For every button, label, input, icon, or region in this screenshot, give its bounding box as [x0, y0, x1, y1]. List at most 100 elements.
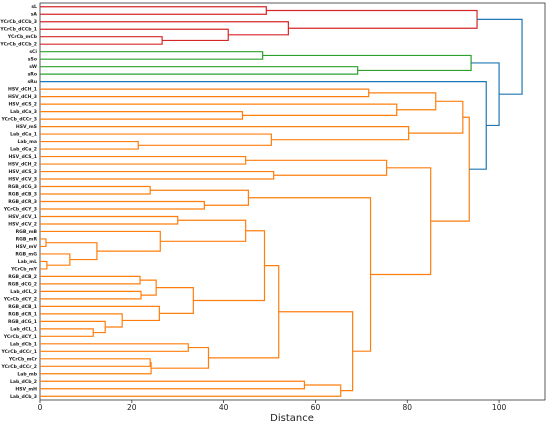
link	[40, 313, 123, 328]
link	[40, 88, 370, 98]
link	[40, 36, 163, 45]
link	[40, 200, 205, 210]
leaf-label: HSV_mH	[15, 386, 37, 392]
leaf-label: YCrCb_dCCr_1	[0, 349, 37, 355]
link	[40, 133, 272, 146]
x-tick-label: 60	[311, 403, 321, 412]
leaf-label: RGB_dCG_3	[8, 184, 37, 190]
leaf-label: HSV_mV	[16, 244, 38, 250]
leaf-label: RGB_dCR_3	[8, 199, 37, 205]
leaf-label: YCrCb_mCr	[8, 356, 38, 362]
leaf-label: YCrCb_dCY_2	[3, 296, 37, 302]
link	[40, 215, 179, 225]
leaf-label: HSV_dCS_3	[8, 169, 37, 175]
link	[156, 287, 194, 314]
link	[40, 81, 487, 170]
x-tick-label: 40	[219, 403, 229, 412]
leaf-label: RGB_dCB_1	[8, 304, 37, 310]
link	[368, 92, 437, 111]
link	[40, 140, 139, 150]
link	[193, 230, 266, 302]
link	[40, 253, 71, 266]
link	[40, 66, 359, 75]
leaf-label: RGB_dCB_2	[8, 274, 37, 280]
leaf-label: sRu	[27, 79, 37, 85]
link	[266, 9, 478, 29]
link	[40, 343, 189, 352]
leaf-label: Lab_dCa_3	[10, 109, 37, 115]
link	[245, 159, 388, 176]
leaf-label: YCrCb_mY	[10, 266, 38, 272]
leaf-label: YCrCb_dCCb_2	[0, 42, 37, 48]
link	[40, 6, 267, 15]
link	[40, 361, 152, 375]
link	[40, 155, 247, 165]
leaf-label: Lab_dCL_2	[10, 289, 37, 295]
link	[40, 21, 289, 36]
leaf-label: HSV_dCV_2	[8, 221, 37, 227]
link	[40, 290, 142, 300]
leaf-label: Lab_dCL_1	[10, 326, 37, 332]
leaf-label: Lab_mb	[17, 371, 37, 377]
link	[151, 346, 210, 369]
link	[370, 167, 432, 276]
leaf-label: HSV_dCH_1	[8, 87, 37, 93]
link	[471, 62, 500, 127]
link	[40, 111, 244, 120]
link	[40, 275, 141, 285]
link	[40, 320, 106, 334]
leaf-label: sA	[31, 12, 38, 18]
leaf-label: HSV_dCH_2	[8, 162, 37, 168]
leaf-label: RGB_dCB_3	[8, 192, 37, 198]
leaf-label: sW	[29, 64, 37, 70]
leaf-label: sCi	[29, 49, 37, 55]
link	[262, 54, 472, 72]
link	[278, 311, 354, 392]
leaf-label: Lab_mL	[18, 259, 37, 265]
link	[140, 279, 157, 296]
leaf-label: RGB_dCR_1	[8, 311, 37, 317]
link	[40, 260, 48, 270]
leaf-label: sSo	[28, 57, 37, 63]
x-axis-label: Distance	[270, 413, 314, 424]
link	[40, 384, 342, 397]
leaf-label: Lab_dCb_2	[10, 379, 37, 385]
leaf-label: HSV_dCV_1	[8, 214, 37, 220]
leaf-label: Lab_dCb_1	[10, 341, 37, 347]
leaf-label: YCrCb_dCCb_3	[0, 19, 37, 25]
link	[40, 103, 398, 116]
x-tick-label: 0	[38, 403, 43, 412]
leaf-label: HSV_dCS_1	[8, 154, 37, 160]
leaf-label: YCrCb_dCY_3	[3, 206, 37, 212]
link	[150, 189, 250, 206]
leaf-label: YCrCb_mCb	[7, 34, 38, 40]
link	[40, 170, 275, 180]
link	[40, 380, 306, 390]
link	[45, 242, 98, 261]
leaf-label: YCrCb_dCCb_1	[0, 27, 37, 33]
link	[40, 125, 410, 141]
leaf-label: RGB_mR	[16, 236, 38, 242]
link	[248, 197, 372, 352]
leaf-label: YCrCb_dCCr_3	[0, 117, 37, 123]
link	[208, 265, 280, 359]
leaf-label: RGB_mB	[16, 229, 38, 235]
leaf-label: sRo	[28, 72, 37, 78]
leaf-label: HSV_mS	[16, 124, 37, 130]
link	[40, 230, 161, 252]
link	[40, 238, 47, 248]
leaf-label: Lab_dCb_3	[10, 394, 37, 400]
leaf-label: RGB_mG	[15, 251, 37, 257]
leaf-label: Lab_dCa_1	[10, 132, 37, 138]
x-tick-label: 80	[402, 403, 412, 412]
leaf-label: YCrCb_dCY_1	[3, 334, 37, 340]
leaf-label: YCrCb_dCCr_2	[0, 364, 37, 370]
leaf-label: Lab_dCa_2	[10, 147, 37, 153]
leaf-label: HSV_dCS_2	[8, 102, 37, 108]
leaf-label: RGB_dCG_1	[8, 319, 37, 325]
link	[40, 358, 151, 367]
x-tick-label: 100	[492, 403, 507, 412]
x-tick-label: 20	[127, 403, 137, 412]
link	[40, 51, 264, 60]
